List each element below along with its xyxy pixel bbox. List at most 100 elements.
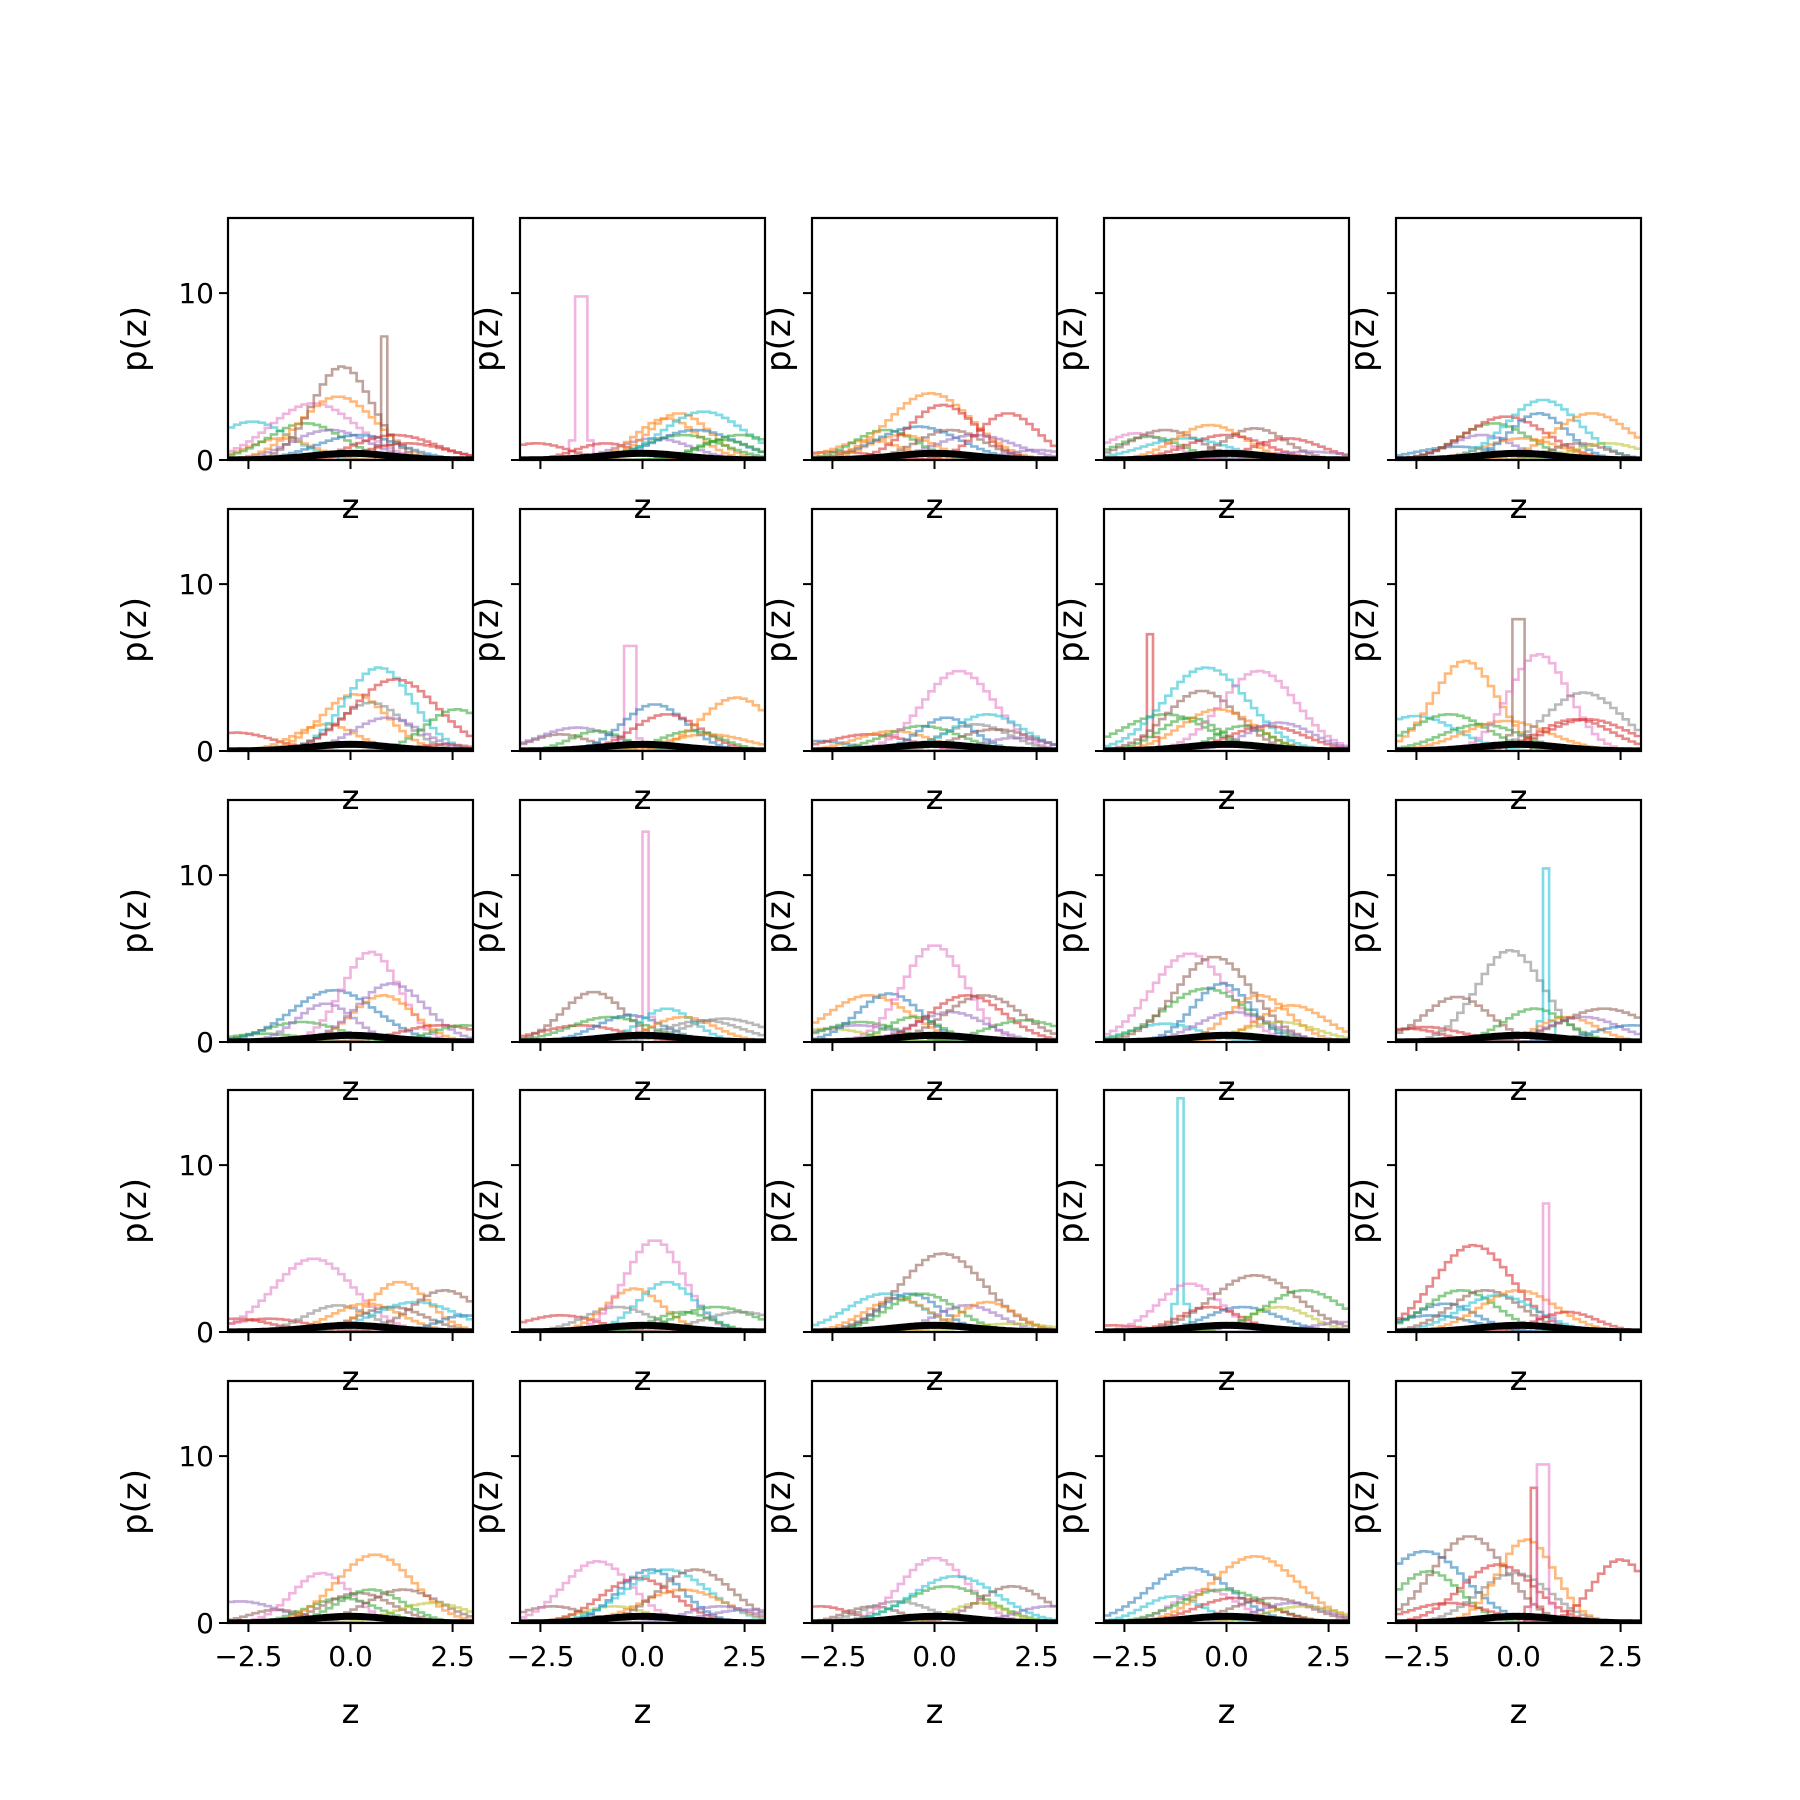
axes-frame: [810, 507, 1059, 753]
y-axis-label: p(z): [1343, 888, 1383, 954]
subplot-2-3: z p(z): [759, 507, 1059, 818]
y-axis-label: p(z): [1343, 1178, 1383, 1244]
x-tick-label: −2.5: [798, 1640, 866, 1673]
y-axis-label: p(z): [115, 597, 155, 663]
x-axis-label: z: [342, 778, 360, 818]
x-axis-label: z: [342, 1692, 360, 1732]
y-tick-label: 0: [196, 1607, 214, 1640]
axes-frame: [226, 1379, 475, 1625]
y-axis-label: p(z): [1343, 597, 1383, 663]
histogram-series: [520, 1608, 765, 1623]
histogram-series: [812, 1027, 1057, 1042]
subplot-2-4: z p(z): [1051, 507, 1351, 818]
axes-frame: [1394, 1088, 1643, 1334]
histogram-series: [1396, 1202, 1641, 1332]
x-axis-label: z: [926, 1692, 944, 1732]
histogram-series: [520, 830, 765, 1042]
subplot-2-5: z p(z): [1343, 507, 1643, 818]
x-axis-label: z: [1218, 1359, 1236, 1399]
axes-frame: [518, 216, 767, 462]
x-axis-label: z: [926, 1359, 944, 1399]
axes-frame: [1102, 1088, 1351, 1334]
y-axis-label: p(z): [759, 1178, 799, 1244]
y-tick-label: 0: [196, 1026, 214, 1059]
x-axis-label: z: [634, 778, 652, 818]
x-tick-label: 2.5: [1014, 1640, 1059, 1673]
x-axis-label: z: [1218, 1692, 1236, 1732]
subplot-5-5: −2.5 0.0 2.5 z p(z): [1343, 1379, 1643, 1732]
axes-frame: [1102, 216, 1351, 462]
histogram-series: [1396, 1310, 1641, 1332]
subplot-4-4: z p(z): [1051, 1088, 1351, 1399]
axes-frame: [1394, 507, 1643, 753]
subplot-3-4: zp(z): [1051, 798, 1351, 1109]
subplot-1-1: 0 10 z p(z): [115, 216, 475, 527]
subplot-1-2: z p(z): [467, 216, 767, 527]
histogram-series: [812, 1601, 1057, 1623]
histogram-series: [520, 644, 765, 751]
y-axis-label: p(z): [115, 888, 155, 954]
subplot-5-1: −2.5 0.0 2.5 0 10 z p(z): [115, 1379, 475, 1732]
y-axis-label: p(z): [1051, 597, 1091, 663]
histogram-series: [228, 1032, 473, 1042]
axes-frame: [226, 798, 475, 1044]
x-axis-label: z: [926, 778, 944, 818]
axes-frame: [810, 798, 1059, 1044]
y-tick-label: 10: [178, 859, 214, 892]
y-tick-label: 10: [178, 1149, 214, 1182]
y-axis-label: p(z): [115, 306, 155, 372]
subplot-1-3: z p(z): [759, 216, 1059, 527]
x-axis-label: z: [1510, 487, 1528, 527]
subplot-3-2: zp(z): [467, 798, 767, 1109]
x-axis-label: z: [342, 1359, 360, 1399]
y-axis-label: p(z): [1343, 1469, 1383, 1535]
y-axis-label: p(z): [1051, 1469, 1091, 1535]
x-tick-label: 2.5: [722, 1640, 767, 1673]
x-axis-label: z: [634, 1692, 652, 1732]
x-axis-label: z: [634, 487, 652, 527]
histogram-series: [1104, 1097, 1349, 1332]
x-axis-label: z: [926, 487, 944, 527]
y-axis-label: p(z): [467, 1178, 507, 1244]
subplot-4-2: z p(z): [467, 1088, 767, 1399]
x-tick-label: 0.0: [328, 1640, 373, 1673]
y-axis-label: p(z): [1343, 306, 1383, 372]
axes-frame: [1102, 507, 1351, 753]
subplot-5-2: −2.5 0.0 2.5 z p(z): [467, 1379, 767, 1732]
x-axis-label: z: [1510, 778, 1528, 818]
subplot-5-3: −2.5 0.0 2.5 z p(z): [759, 1379, 1059, 1732]
x-tick-label: 2.5: [1306, 1640, 1351, 1673]
subplot-4-1: 0 10 z p(z): [115, 1088, 475, 1399]
axes-frame: [518, 507, 767, 753]
axes-frame: [810, 216, 1059, 462]
histogram-series: [1396, 617, 1641, 751]
subplot-2-1: 0 10 z p(z): [115, 507, 475, 818]
x-tick-label: −2.5: [1090, 1640, 1158, 1673]
x-tick-label: 0.0: [620, 1640, 665, 1673]
x-tick-label: 2.5: [430, 1640, 475, 1673]
x-axis-label: z: [1218, 487, 1236, 527]
subplot-1-4: z p(z): [1051, 216, 1351, 527]
y-axis-label: p(z): [467, 597, 507, 663]
subplot-4-3: z p(z): [759, 1088, 1059, 1399]
y-axis-label: p(z): [759, 597, 799, 663]
y-tick-label: 10: [178, 1440, 214, 1473]
histogram-series: [1396, 1024, 1641, 1042]
y-axis-label: p(z): [115, 1469, 155, 1535]
subplot-4-5: z p(z): [1343, 1088, 1643, 1399]
y-axis-label: p(z): [1051, 306, 1091, 372]
y-axis-label: p(z): [1051, 1178, 1091, 1244]
x-axis-label: z: [634, 1359, 652, 1399]
histogram-series: [812, 1300, 1057, 1332]
subplot-3-3: zp(z): [759, 798, 1059, 1109]
y-axis-label: p(z): [1051, 888, 1091, 954]
y-tick-label: 0: [196, 444, 214, 477]
x-tick-label: 0.0: [1496, 1640, 1541, 1673]
subplot-3-5: zp(z): [1343, 798, 1643, 1109]
x-tick-label: −2.5: [1382, 1640, 1450, 1673]
histogram-series: [228, 708, 473, 751]
x-tick-label: −2.5: [214, 1640, 282, 1673]
subplot-1-5: z p(z): [1343, 216, 1643, 527]
